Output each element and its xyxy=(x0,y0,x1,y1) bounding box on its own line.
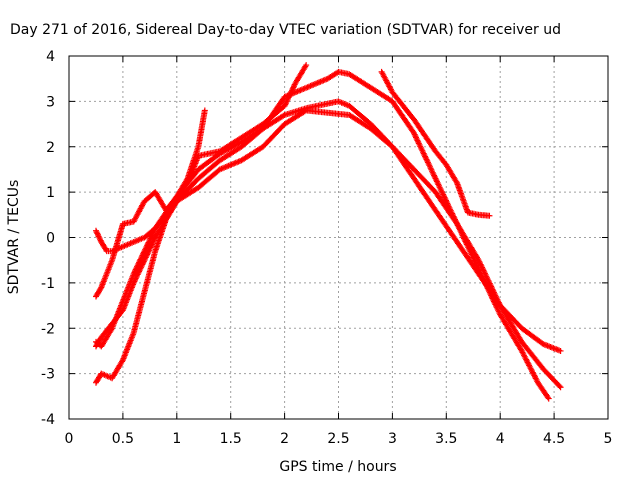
y-tick-label: 1 xyxy=(46,185,55,201)
x-tick-label: 2 xyxy=(280,431,289,447)
y-tick-label: 4 xyxy=(46,49,55,65)
x-axis-label: GPS time / hours xyxy=(279,459,396,475)
y-tick-labels: -4 -3 -2 -1 0 1 2 3 4 xyxy=(41,49,55,428)
x-tick-label: 1.5 xyxy=(220,431,242,447)
x-tick-label: 0 xyxy=(65,431,74,447)
x-tick-label: 3 xyxy=(388,431,397,447)
series-track-5 xyxy=(93,68,552,402)
chart-title: Day 271 of 2016, Sidereal Day-to-day VTE… xyxy=(10,22,561,38)
series-markers xyxy=(93,68,552,402)
x-tick-labels: 0 0.5 1 1.5 2 2.5 3 3.5 4 4.5 5 xyxy=(65,431,613,447)
series-markers xyxy=(378,68,493,219)
x-tick-label: 3.5 xyxy=(435,431,457,447)
y-tick-label: -4 xyxy=(41,412,55,428)
y-tick-label: 0 xyxy=(46,231,55,247)
series-markers xyxy=(93,107,564,391)
series-track-6 xyxy=(378,68,493,219)
y-tick-label: -3 xyxy=(41,367,55,383)
series-track-3 xyxy=(93,107,564,391)
x-tick-label: 2.5 xyxy=(327,431,349,447)
x-tick-label: 4 xyxy=(496,431,505,447)
y-tick-label: -2 xyxy=(41,321,55,337)
y-tick-label: 3 xyxy=(46,94,55,110)
y-axis-label: SDTVAR / TECUs xyxy=(6,180,22,295)
x-tick-label: 5 xyxy=(604,431,613,447)
x-tick-label: 1 xyxy=(172,431,181,447)
x-tick-label: 0.5 xyxy=(112,431,134,447)
plot-frame xyxy=(68,55,609,420)
y-tick-label: 2 xyxy=(46,140,55,156)
series-group xyxy=(93,62,564,402)
x-tick-label: 4.5 xyxy=(543,431,565,447)
y-tick-label: -1 xyxy=(41,276,55,292)
